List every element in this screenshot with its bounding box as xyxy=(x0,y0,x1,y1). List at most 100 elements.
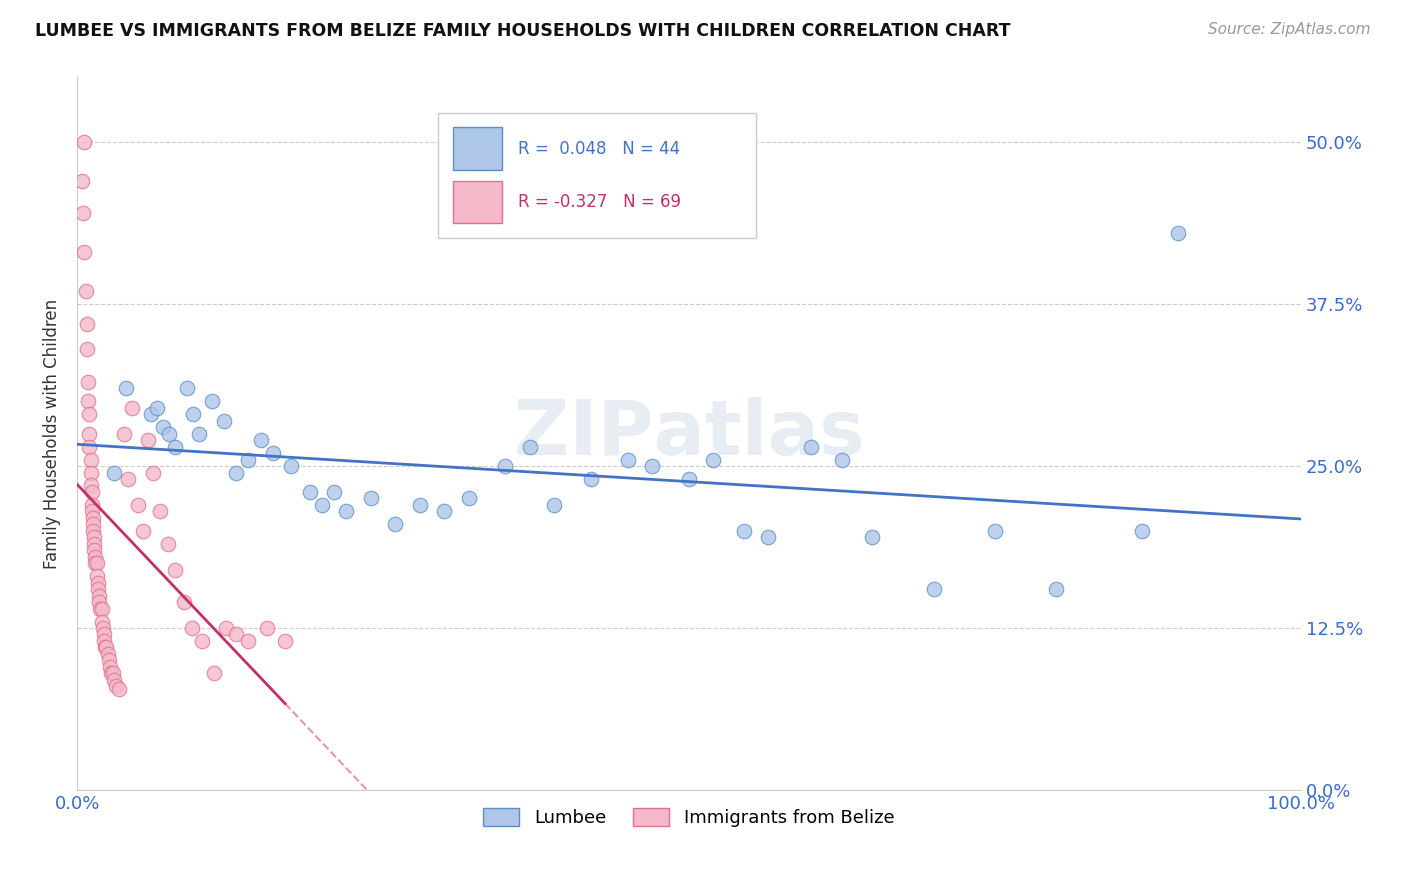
Text: R =  0.048   N = 44: R = 0.048 N = 44 xyxy=(517,140,679,158)
Point xyxy=(156,537,179,551)
Point xyxy=(311,498,333,512)
Point xyxy=(274,634,297,648)
FancyBboxPatch shape xyxy=(453,181,502,224)
Point xyxy=(188,426,211,441)
Point xyxy=(103,673,125,687)
Point xyxy=(183,407,205,421)
Point xyxy=(616,452,638,467)
Point xyxy=(238,452,260,467)
Point xyxy=(163,440,186,454)
Legend: Lumbee, Immigrants from Belize: Lumbee, Immigrants from Belize xyxy=(477,800,901,834)
Point xyxy=(87,589,110,603)
Point xyxy=(139,407,162,421)
Point xyxy=(132,524,155,538)
Point xyxy=(80,498,103,512)
Point xyxy=(107,681,129,696)
Point xyxy=(79,407,101,421)
FancyBboxPatch shape xyxy=(453,128,502,170)
Point xyxy=(79,452,101,467)
Point xyxy=(152,420,174,434)
Point xyxy=(103,466,125,480)
Point xyxy=(225,627,247,641)
Point xyxy=(457,491,479,506)
Point xyxy=(984,524,1007,538)
Point xyxy=(96,640,118,655)
Point xyxy=(87,575,110,590)
Point xyxy=(98,660,121,674)
Point xyxy=(100,666,122,681)
Point xyxy=(157,426,180,441)
Point xyxy=(249,433,271,447)
Point xyxy=(105,679,128,693)
Point xyxy=(212,414,235,428)
Point xyxy=(90,615,112,629)
Point xyxy=(86,556,108,570)
Point xyxy=(76,343,98,357)
Point xyxy=(79,440,101,454)
Point xyxy=(142,466,165,480)
Point xyxy=(80,485,103,500)
Point xyxy=(256,621,278,635)
Point xyxy=(323,485,346,500)
Point xyxy=(225,466,247,480)
Point xyxy=(922,582,945,596)
Point xyxy=(733,524,755,538)
Point xyxy=(86,569,108,583)
FancyBboxPatch shape xyxy=(439,113,756,238)
Text: Source: ZipAtlas.com: Source: ZipAtlas.com xyxy=(1208,22,1371,37)
Point xyxy=(238,634,260,648)
Point xyxy=(494,458,516,473)
Point xyxy=(579,472,602,486)
Point xyxy=(1045,582,1067,596)
Point xyxy=(173,595,195,609)
Point xyxy=(136,433,159,447)
Point xyxy=(79,478,101,492)
Point xyxy=(82,524,104,538)
Point xyxy=(1167,226,1189,240)
Point xyxy=(83,537,105,551)
Point xyxy=(115,381,138,395)
Point xyxy=(678,472,700,486)
Point xyxy=(75,284,97,298)
Point xyxy=(87,595,110,609)
Point xyxy=(76,317,98,331)
Point xyxy=(163,563,186,577)
Text: R = -0.327   N = 69: R = -0.327 N = 69 xyxy=(517,194,681,211)
Point xyxy=(335,504,357,518)
Point xyxy=(73,135,96,149)
Point xyxy=(83,530,105,544)
Point xyxy=(831,452,853,467)
Point xyxy=(90,601,112,615)
Point xyxy=(82,511,104,525)
Point xyxy=(89,601,111,615)
Point xyxy=(384,517,406,532)
Point xyxy=(181,621,204,635)
Text: LUMBEE VS IMMIGRANTS FROM BELIZE FAMILY HOUSEHOLDS WITH CHILDREN CORRELATION CHA: LUMBEE VS IMMIGRANTS FROM BELIZE FAMILY … xyxy=(35,22,1011,40)
Point xyxy=(543,498,565,512)
Point xyxy=(121,401,143,415)
Point xyxy=(79,466,101,480)
Point xyxy=(77,394,100,409)
Point xyxy=(112,426,135,441)
Point xyxy=(117,472,139,486)
Point xyxy=(149,504,172,518)
Point xyxy=(101,666,124,681)
Point xyxy=(758,530,780,544)
Point xyxy=(73,245,96,260)
Point xyxy=(77,375,100,389)
Point xyxy=(280,458,302,473)
Point xyxy=(641,458,664,473)
Point xyxy=(800,440,823,454)
Point xyxy=(97,647,120,661)
Point xyxy=(94,640,117,655)
Point xyxy=(202,666,225,681)
Point xyxy=(93,627,115,641)
Point xyxy=(215,621,238,635)
Point xyxy=(262,446,284,460)
Point xyxy=(84,549,107,564)
Point xyxy=(191,634,214,648)
Point xyxy=(93,634,115,648)
Y-axis label: Family Households with Children: Family Households with Children xyxy=(44,299,60,569)
Point xyxy=(433,504,456,518)
Point xyxy=(82,517,104,532)
